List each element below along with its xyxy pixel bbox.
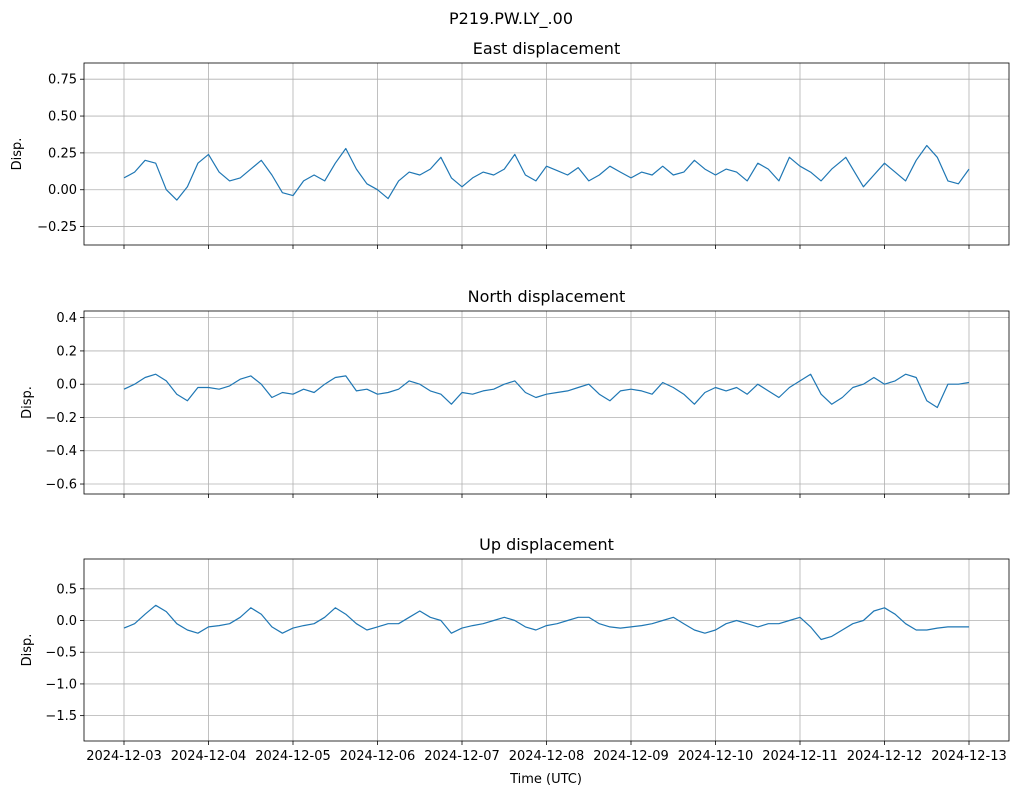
x-tick-label: 2024-12-08 — [509, 749, 585, 764]
y-tick-label: 0.5 — [56, 582, 77, 597]
y-tick-label: −0.4 — [45, 444, 77, 459]
x-tick-label: 2024-12-13 — [931, 749, 1007, 764]
panel-title: North displacement — [468, 287, 626, 306]
x-tick-label: 2024-12-05 — [255, 749, 331, 764]
y-tick-label: −0.5 — [45, 646, 77, 661]
x-tick-label: 2024-12-07 — [424, 749, 500, 764]
y-tick-label: 0.0 — [56, 614, 77, 629]
figure-title: P219.PW.LY_.00 — [449, 9, 573, 29]
y-axis-label: Disp. — [20, 386, 35, 419]
y-tick-label: 0.25 — [48, 146, 77, 161]
x-tick-label: 2024-12-11 — [762, 749, 838, 764]
y-tick-label: 0.50 — [48, 110, 77, 125]
axes-frame — [83, 310, 1010, 495]
y-tick-label: 0.00 — [48, 183, 77, 198]
x-tick-label: 2024-12-06 — [340, 749, 416, 764]
y-tick-label: 0.0 — [56, 378, 77, 393]
x-axis-label: Time (UTC) — [509, 772, 582, 787]
x-tick-label: 2024-12-10 — [678, 749, 754, 764]
panel-3: 2024-12-03 2024-12-04 2024-12-05 2024-12-06… — [20, 535, 1010, 764]
y-tick-label: −0.2 — [45, 411, 77, 426]
y-axis-label: Disp. — [20, 634, 35, 667]
x-tick-label: 2024-12-03 — [86, 749, 162, 764]
x-tick-label: 2024-12-04 — [171, 749, 247, 764]
y-tick-label: −1.5 — [45, 709, 77, 724]
series-line — [123, 373, 970, 409]
y-tick-label: 0.2 — [56, 344, 77, 359]
y-tick-label: 0.4 — [56, 311, 77, 326]
panel-1: −0.25 0.00 0.25 0.50 0.75 East displacement Di… — [10, 39, 1010, 249]
axes-frame — [83, 558, 1010, 742]
panel-title: Up displacement — [479, 535, 614, 554]
y-tick-label: 0.75 — [48, 73, 77, 88]
x-tick-label: 2024-12-09 — [593, 749, 669, 764]
y-tick-label: −0.25 — [37, 220, 77, 235]
series-line — [123, 604, 969, 641]
x-tick-label: 2024-12-12 — [847, 749, 923, 764]
series-line — [123, 144, 970, 201]
panel-2: −0.6 −0.4 −0.2 0.0 0.2 0.4 North displacement D… — [20, 287, 1010, 498]
y-tick-label: −0.6 — [45, 478, 77, 493]
y-axis-label: Disp. — [10, 138, 25, 171]
axes-frame — [83, 62, 1010, 246]
panel-title: East displacement — [473, 39, 620, 58]
y-tick-label: −1.0 — [45, 677, 77, 692]
